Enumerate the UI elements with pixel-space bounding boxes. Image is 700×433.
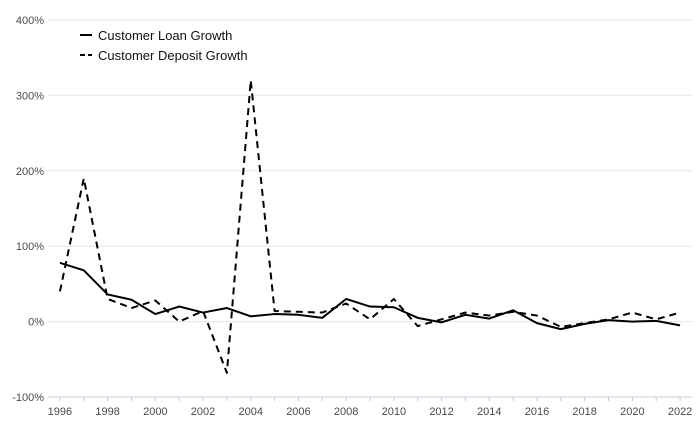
x-tick-label: 1998 — [95, 406, 119, 418]
x-tick-label: 2004 — [238, 406, 262, 418]
x-tick-label: 2020 — [620, 406, 644, 418]
y-tick-label: 400% — [16, 15, 44, 27]
y-tick-label: 200% — [16, 166, 44, 178]
legend-label: Customer Deposit Growth — [98, 48, 248, 63]
series-line-customer-deposit-growth — [58, 79, 681, 374]
y-tick-label: 300% — [16, 90, 44, 102]
x-tick-label: 2022 — [668, 406, 692, 418]
x-tick-label: 2010 — [382, 406, 406, 418]
y-tick-label: 100% — [16, 241, 44, 253]
x-tick-label: 2008 — [334, 406, 358, 418]
grid-lines — [48, 19, 692, 398]
x-tick-label: 2006 — [286, 406, 310, 418]
x-tick-label: 2012 — [429, 406, 453, 418]
legend: Customer Loan Growth Customer Deposit Gro… — [80, 28, 248, 63]
series-lines — [58, 79, 681, 374]
axes: -100% 0% 100% 200% 300% 400% 1996 1998 2000 2002 2… — [12, 15, 692, 418]
x-tick-label: 2002 — [191, 406, 215, 418]
x-tick-label: 2018 — [572, 406, 596, 418]
x-tick-label: 1996 — [48, 406, 72, 418]
x-tick-label: 2000 — [143, 406, 167, 418]
x-tick-label: 2016 — [525, 406, 549, 418]
series-line-customer-loan-growth — [59, 261, 681, 331]
y-tick-label: 0% — [28, 317, 44, 329]
legend-label: Customer Loan Growth — [98, 28, 232, 43]
x-tick-label: 2014 — [477, 406, 501, 418]
y-tick-label: -100% — [12, 392, 44, 404]
